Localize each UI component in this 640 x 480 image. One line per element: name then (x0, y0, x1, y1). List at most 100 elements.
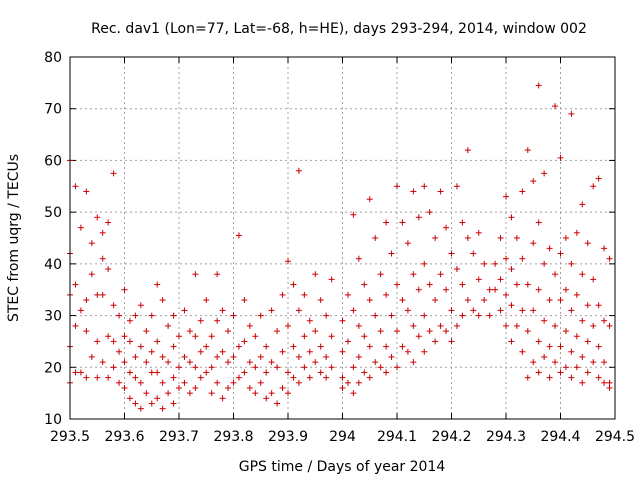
data-point (312, 271, 319, 278)
data-point (595, 343, 602, 350)
data-point (159, 297, 166, 304)
data-point (143, 328, 150, 335)
data-point (99, 229, 106, 236)
data-point (394, 183, 400, 190)
data-point (464, 297, 471, 304)
data-point (137, 405, 144, 412)
data-point (268, 307, 275, 314)
data-point (110, 302, 117, 309)
data-point (77, 224, 84, 231)
data-point (225, 384, 232, 391)
data-point (257, 379, 264, 386)
data-point (154, 281, 161, 288)
data-point (394, 328, 400, 335)
x-tick-label: 293.9 (268, 429, 308, 445)
data-point (137, 343, 144, 350)
data-point (530, 240, 537, 247)
data-point (230, 379, 237, 386)
data-point (383, 219, 390, 226)
data-point (432, 338, 439, 345)
data-point (601, 379, 608, 386)
data-point (317, 297, 324, 304)
data-point (148, 400, 155, 407)
data-point (508, 338, 515, 345)
data-point (606, 379, 613, 386)
data-point (350, 364, 357, 371)
data-point (279, 384, 286, 391)
data-point (219, 395, 226, 402)
x-axis-label: GPS time / Days of year 2014 (239, 459, 446, 475)
data-point (519, 307, 526, 314)
data-point (230, 353, 237, 360)
data-point (530, 359, 537, 366)
data-point (535, 82, 542, 89)
data-point (388, 353, 395, 360)
y-axis-label: STEC from uqrg / TECUs (6, 154, 22, 322)
data-point (344, 338, 351, 345)
data-point (83, 188, 90, 195)
data-point (377, 271, 384, 278)
data-point (562, 328, 569, 335)
data-point (399, 219, 406, 226)
x-tick-label: 294 (329, 429, 356, 445)
data-point (121, 333, 128, 340)
data-point (94, 214, 101, 221)
data-point (170, 343, 177, 350)
data-point (203, 343, 210, 350)
x-tick-label: 293.7 (159, 429, 199, 445)
data-point (121, 359, 128, 366)
data-point (503, 193, 509, 200)
data-point (606, 322, 613, 329)
plot-frame (69, 56, 616, 420)
data-point (186, 359, 193, 366)
x-tick-label: 293.5 (50, 429, 90, 445)
y-tick-label: 10 (44, 412, 62, 428)
data-point (453, 183, 460, 190)
data-point (94, 374, 101, 381)
data-point (186, 390, 193, 397)
data-point (394, 364, 400, 371)
data-point (443, 328, 450, 335)
data-point (110, 170, 117, 177)
data-point (279, 348, 286, 355)
data-point (470, 307, 477, 314)
data-point (361, 281, 368, 288)
data-point (415, 286, 422, 293)
y-tick-label: 30 (44, 309, 62, 325)
data-point (181, 353, 188, 360)
data-point (579, 379, 586, 386)
data-point (176, 364, 182, 371)
data-point (513, 235, 520, 241)
data-point (492, 260, 499, 267)
data-point (72, 281, 79, 288)
data-point (606, 255, 613, 262)
data-point (524, 281, 531, 288)
data-point (285, 390, 291, 397)
data-point (404, 348, 411, 355)
data-point (459, 281, 466, 288)
data-point (497, 307, 504, 314)
data-point (165, 359, 172, 366)
data-point (312, 359, 319, 366)
data-point (159, 379, 166, 386)
data-point (279, 291, 286, 298)
data-point (503, 291, 509, 298)
data-point (257, 353, 264, 360)
data-point (295, 353, 302, 360)
data-point (524, 328, 531, 335)
data-point (579, 201, 586, 208)
data-point (573, 333, 580, 340)
data-point (503, 322, 509, 329)
data-point (524, 147, 531, 154)
data-point (573, 229, 580, 236)
data-point (94, 291, 101, 298)
data-point (486, 312, 493, 319)
data-point (323, 312, 330, 319)
data-point (508, 266, 515, 273)
data-point (301, 364, 308, 371)
data-point (557, 297, 564, 304)
data-point (252, 364, 259, 371)
data-point (181, 379, 188, 386)
data-point (252, 333, 259, 340)
data-point (246, 322, 253, 329)
